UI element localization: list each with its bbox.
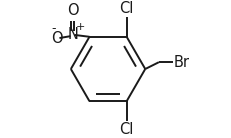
Text: O: O bbox=[52, 30, 63, 46]
Text: N: N bbox=[67, 27, 78, 42]
Text: Cl: Cl bbox=[119, 1, 134, 16]
Text: Cl: Cl bbox=[119, 122, 134, 137]
Text: Br: Br bbox=[173, 55, 189, 70]
Text: O: O bbox=[67, 3, 79, 18]
Text: -: - bbox=[52, 22, 56, 35]
Text: +: + bbox=[76, 22, 85, 32]
